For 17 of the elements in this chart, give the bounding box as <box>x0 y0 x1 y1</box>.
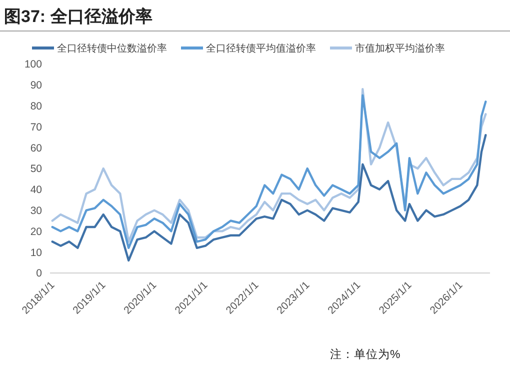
chart-title: 图37: 全口径溢价率 <box>4 7 152 26</box>
y-tick-label: 10 <box>30 246 42 259</box>
y-tick-label: 70 <box>30 121 42 134</box>
y-tick-label: 90 <box>30 80 42 92</box>
legend-label: 全口径转债平均值溢价率 <box>206 42 316 54</box>
y-tick-label: 20 <box>30 226 42 238</box>
legend-label: 市值加权平均溢价率 <box>355 42 445 54</box>
y-tick-label: 30 <box>30 204 42 217</box>
y-tick-label: 80 <box>30 100 42 112</box>
y-tick-label: 100 <box>24 58 42 71</box>
legend-label: 全口径转债中位数溢价率 <box>57 42 167 54</box>
y-tick-label: 40 <box>30 184 42 196</box>
y-tick-label: 50 <box>30 163 42 176</box>
text: 注：单位为% <box>330 347 400 361</box>
y-tick-label: 0 <box>36 268 42 280</box>
y-tick-label: 60 <box>30 142 42 154</box>
line-series <box>51 134 487 262</box>
